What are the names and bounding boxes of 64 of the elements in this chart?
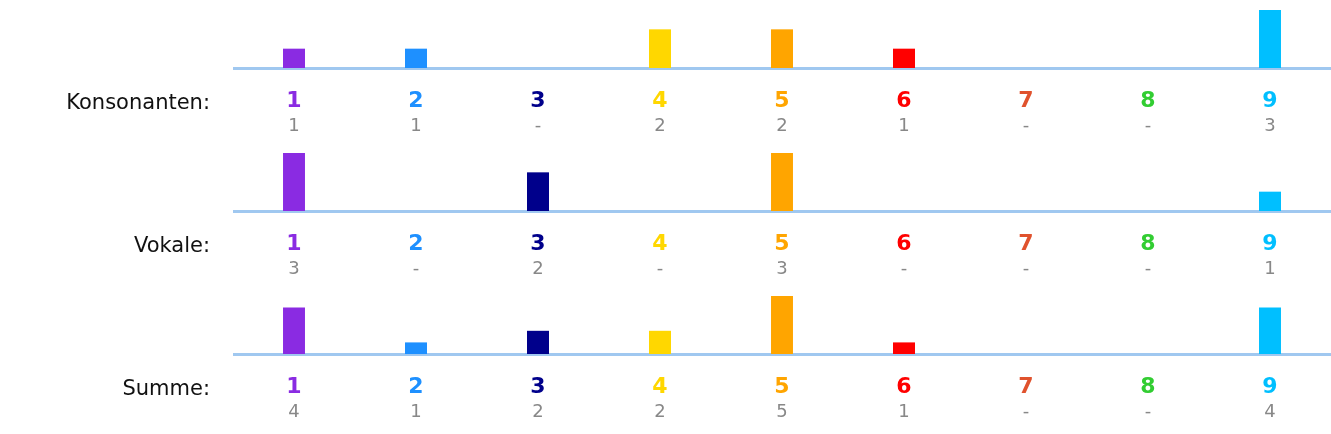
x-tick-label: 7 <box>1018 229 1034 255</box>
data-label: 1 <box>898 113 910 135</box>
bar <box>1259 307 1281 354</box>
data-label: 3 <box>1264 113 1276 135</box>
text: Konsonanten: <box>65 90 210 114</box>
data-label: - <box>534 113 542 135</box>
x-tick-label: 5 <box>774 372 790 398</box>
bar <box>893 342 915 354</box>
text: Vokale: <box>132 233 210 257</box>
x-tick-label: 8 <box>1140 86 1156 112</box>
x-tick-label: 2 <box>408 86 424 112</box>
data-label: 1 <box>1264 256 1276 278</box>
bar <box>405 342 427 354</box>
data-label: 2 <box>654 113 666 135</box>
data-label: 3 <box>776 256 788 278</box>
x-tick-label: 1 <box>286 229 302 255</box>
data-label: 2 <box>532 256 544 278</box>
bar <box>283 307 305 354</box>
bar <box>771 296 793 354</box>
x-tick-label: 1 <box>286 372 302 398</box>
data-label: - <box>412 256 420 278</box>
data-label: - <box>1144 256 1152 278</box>
data-label: 2 <box>654 399 666 421</box>
x-tick-label: 2 <box>408 229 424 255</box>
data-label: - <box>1022 256 1030 278</box>
data-label: 2 <box>532 399 544 421</box>
data-label: 1 <box>410 399 422 421</box>
x-tick-label: 2 <box>408 372 424 398</box>
x-tick-label: 3 <box>530 86 546 112</box>
data-label: 4 <box>1264 399 1276 421</box>
data-label: - <box>1144 113 1152 135</box>
data-label: - <box>656 256 664 278</box>
x-tick-label: 9 <box>1262 86 1278 112</box>
x-tick-label: 8 <box>1140 229 1156 255</box>
data-label: 1 <box>288 113 300 135</box>
data-label: 5 <box>776 399 788 421</box>
x-tick-label: 9 <box>1262 229 1278 255</box>
x-tick-label: 6 <box>896 372 912 398</box>
x-tick-label: 9 <box>1262 372 1278 398</box>
data-label: 4 <box>288 399 300 421</box>
x-tick-label: 7 <box>1018 86 1034 112</box>
x-tick-label: 3 <box>530 229 546 255</box>
x-tick-label: 5 <box>774 86 790 112</box>
x-tick-label: 1 <box>286 86 302 112</box>
text: Summe: <box>121 376 210 400</box>
data-label: - <box>1144 399 1152 421</box>
data-label: - <box>1022 113 1030 135</box>
data-label: 1 <box>898 399 910 421</box>
data-label: 1 <box>410 113 422 135</box>
data-label: 3 <box>288 256 300 278</box>
x-tick-label: 6 <box>896 86 912 112</box>
data-label: - <box>900 256 908 278</box>
data-label: 2 <box>776 113 788 135</box>
bar <box>527 330 549 354</box>
x-tick-label: 4 <box>652 229 668 255</box>
x-tick-label: 8 <box>1140 372 1156 398</box>
x-tick-label: 6 <box>896 229 912 255</box>
x-tick-label: 7 <box>1018 372 1034 398</box>
x-tick-label: 4 <box>652 372 668 398</box>
x-tick-label: 5 <box>774 229 790 255</box>
x-tick-label: 4 <box>652 86 668 112</box>
bar <box>649 330 671 354</box>
data-label: - <box>1022 399 1030 421</box>
x-tick-label: 3 <box>530 372 546 398</box>
